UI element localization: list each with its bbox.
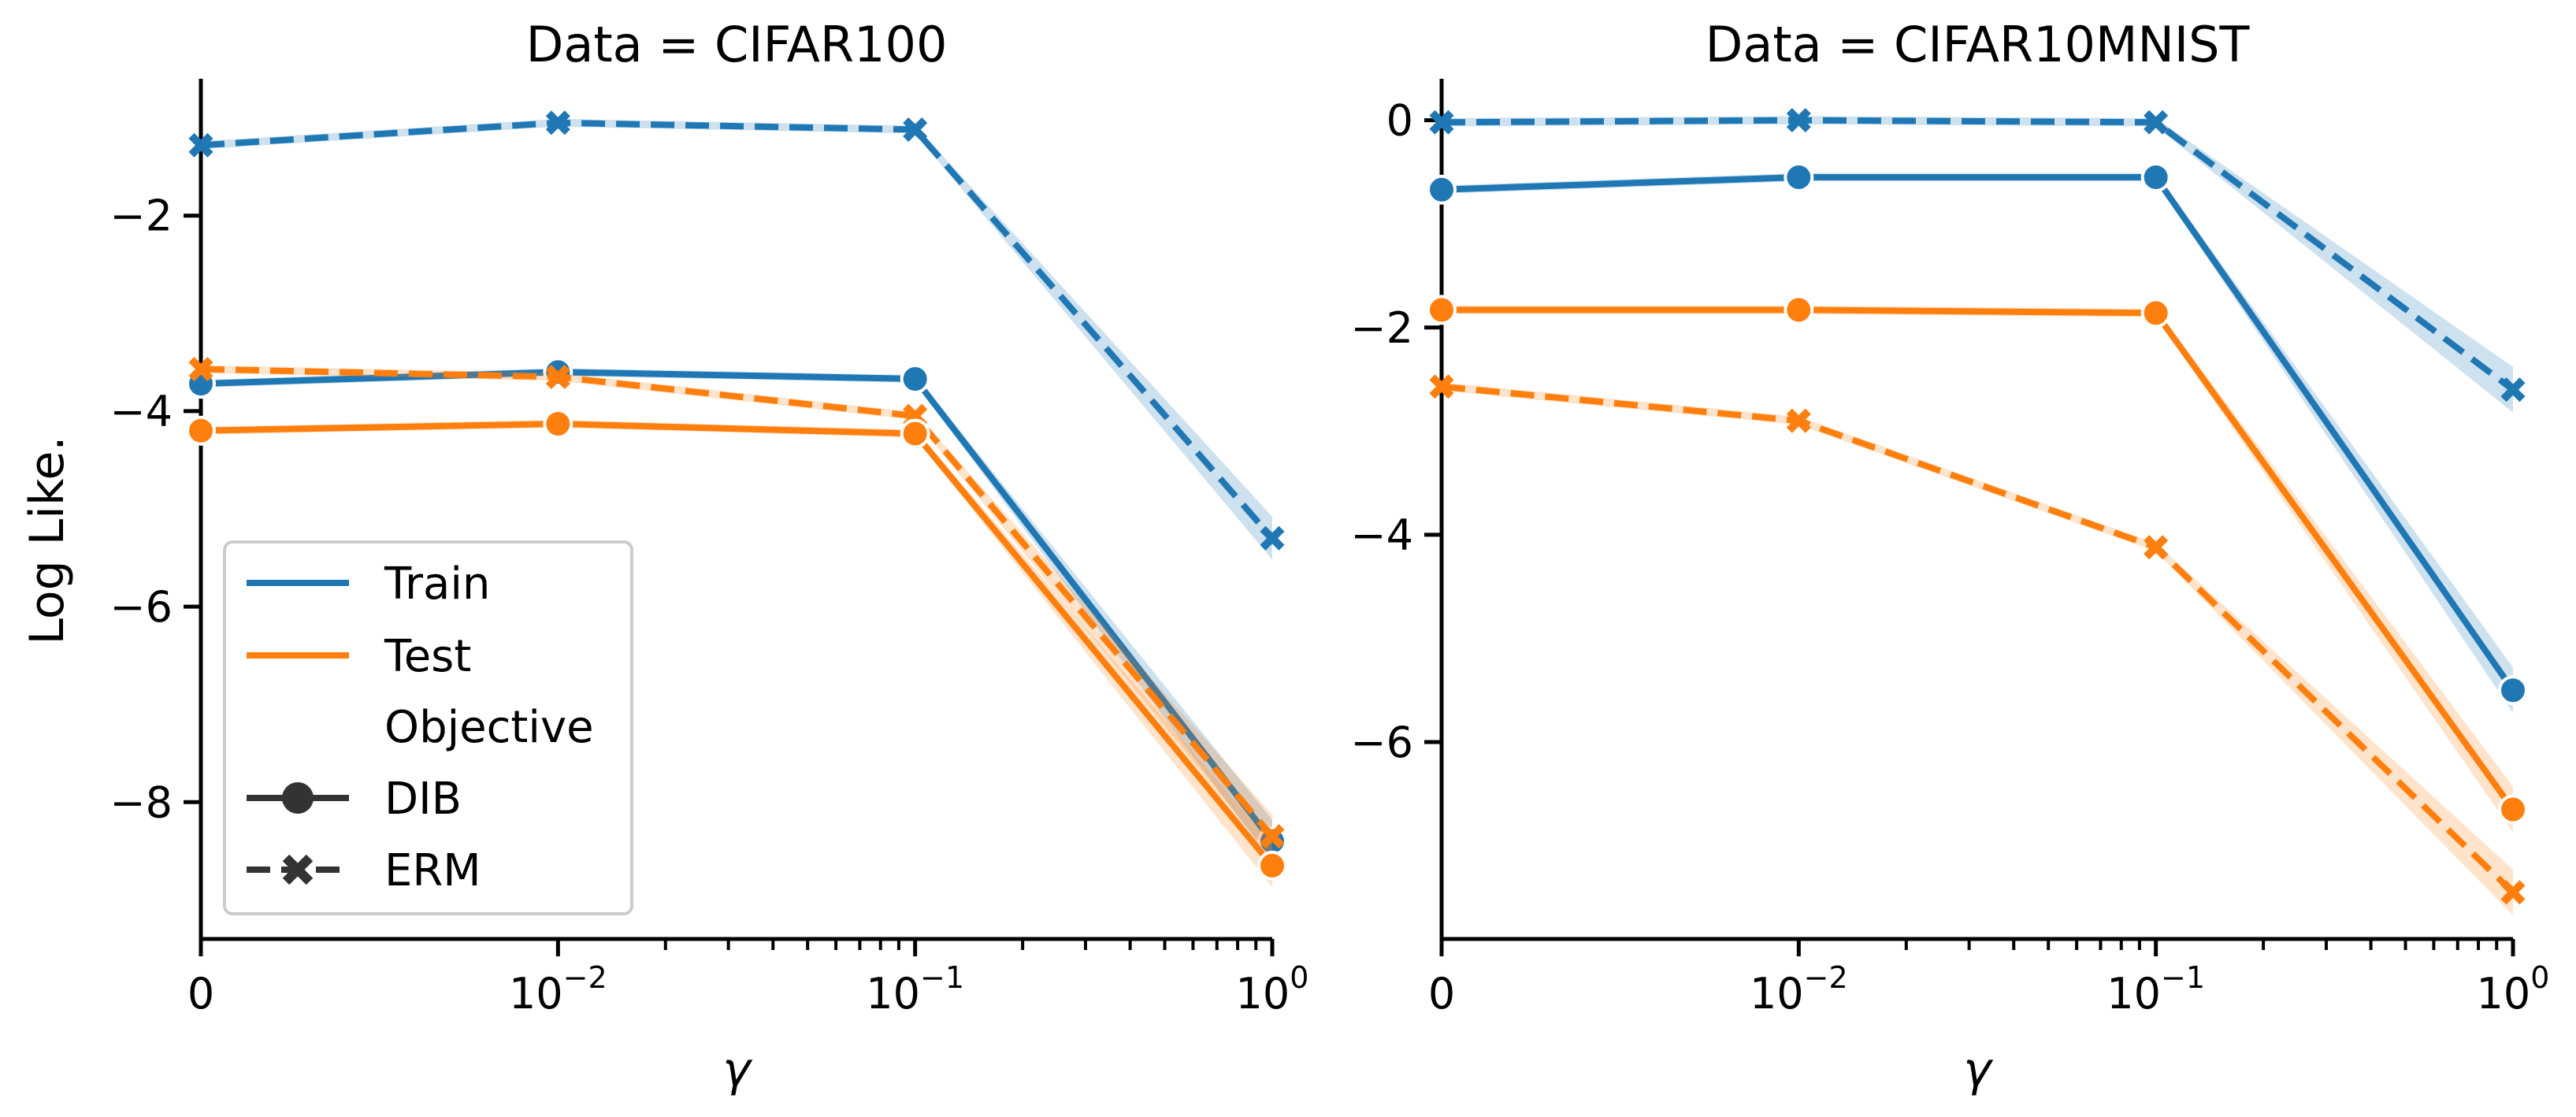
y-tick-label: −8 [109, 777, 173, 827]
series-test-erm-point [188, 357, 213, 382]
series-test-erm-line [1441, 383, 2515, 895]
series-train-dib-point [900, 363, 930, 394]
series-test-erm-line [200, 366, 1275, 839]
series-test-erm-point [2500, 880, 2526, 905]
series-train-erm-point [2144, 109, 2169, 135]
legend-label-objective: Objective [384, 702, 594, 753]
series-test-erm [1429, 374, 2526, 915]
series-test-dib [1427, 295, 2528, 833]
series-test-dib-point [2498, 794, 2528, 825]
series-test-erm-point [545, 364, 570, 390]
series-train-erm-point [903, 117, 928, 143]
series-train-erm-line [1441, 117, 2515, 392]
legend-marker-dib [282, 782, 314, 814]
series-train-erm-point [188, 132, 213, 158]
series-test-dib-band [1442, 306, 2513, 833]
x-tick-label: 10−2 [1750, 960, 1848, 1019]
legend-label-test: Test [384, 631, 471, 682]
x-tick-label: 10−1 [866, 960, 964, 1019]
x-axis-label: γ [1963, 1042, 1994, 1097]
series-test-dib-line [1442, 306, 2516, 811]
series-test-dib [186, 409, 1287, 888]
y-tick-label: −2 [1350, 303, 1413, 353]
series-train-dib-point [1427, 174, 1457, 205]
panel-title: Data = CIFAR10MNIST [1706, 16, 2251, 73]
series-train-dib-line [200, 369, 1275, 844]
legend-marker-erm [282, 854, 314, 885]
panel-title: Data = CIFAR100 [526, 16, 948, 73]
series-test-erm-point [1260, 824, 1285, 849]
legend: Train Test Objective DIB ERM [223, 540, 633, 915]
y-tick-label: −6 [1350, 718, 1413, 767]
series-train-dib-point [2140, 161, 2171, 192]
series-train-dib-line [1441, 173, 2516, 692]
series-train-erm-point [1429, 109, 1454, 135]
y-tick-label: −4 [1350, 510, 1413, 560]
series-test-dib-point [1257, 850, 1287, 881]
y-tick-label: −4 [109, 387, 173, 436]
x-axis-label: γ [722, 1042, 753, 1097]
x-tick-label: 100 [2477, 960, 2550, 1019]
series-train-erm-point [2500, 377, 2526, 403]
legend-label-train: Train [384, 558, 490, 610]
series-train-erm-band [201, 118, 1272, 560]
y-tick-label: 0 [1386, 96, 1413, 146]
legend-label-dib: DIB [384, 774, 462, 825]
series-train-erm [1429, 108, 2526, 413]
series-test-dib-point [543, 409, 573, 440]
x-tick-label: 0 [1428, 969, 1455, 1019]
series-test-erm-point [2144, 535, 2169, 560]
y-tick-label: −6 [109, 582, 173, 632]
x-tick-label: 10−2 [509, 960, 607, 1019]
series-test-erm-point [1786, 408, 1811, 433]
series-train-erm-line [200, 119, 1275, 540]
series-test-erm-point [1429, 374, 1454, 399]
series-train-erm-band [1442, 116, 2513, 413]
x-tick-label: 0 [187, 969, 214, 1019]
series-test-dib-line [200, 421, 1275, 868]
y-axis-label: Log Like. [20, 436, 75, 645]
x-tick-label: 10−1 [2106, 960, 2205, 1019]
series-train-dib-point [1784, 161, 1814, 192]
series-train-dib [1427, 161, 2528, 714]
series-test-dib-point [1784, 295, 1814, 325]
series-train-erm-point [1260, 525, 1285, 551]
legend-box [223, 540, 633, 915]
series-train-erm-point [545, 110, 570, 135]
series-train-dib-band [1442, 173, 2513, 714]
series-test-dib-point [186, 415, 216, 446]
series-train-erm-point [1786, 108, 1811, 133]
x-tick-label: 100 [1236, 960, 1309, 1019]
series-test-dib-point [2140, 298, 2171, 328]
chart-panel-cifar100: −2 −4 −6 −8 0 10−2 10−1 100 Data = CIFAR100 γ Log … [20, 16, 1308, 1097]
legend-label-erm: ERM [384, 845, 481, 896]
y-tick-label: −2 [109, 191, 173, 241]
series-test-dib-point [1427, 295, 1457, 325]
chart-panel-cifar10mnist: 0 −2 −4 −6 0 10−2 10−1 100 Data = CIFAR10MNIST γ [1350, 16, 2549, 1097]
series-train-erm [188, 110, 1285, 560]
series-train-dib-point [2498, 675, 2528, 706]
series-test-dib-point [900, 418, 930, 449]
